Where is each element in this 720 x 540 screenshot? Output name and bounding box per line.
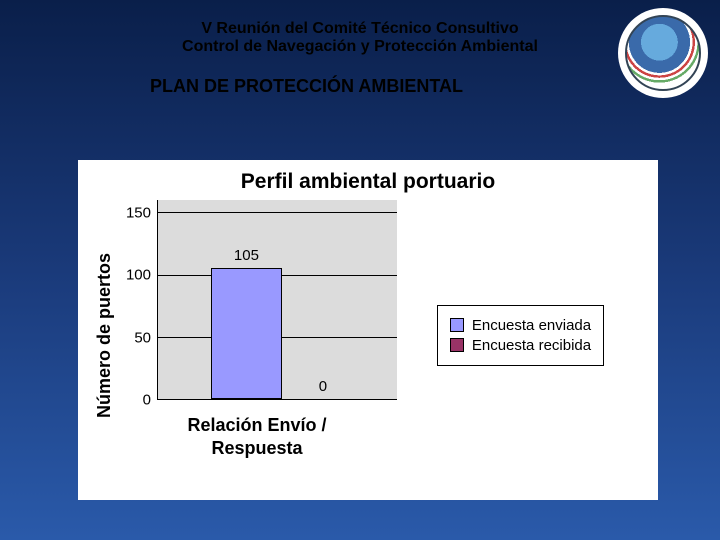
y-tick-label: 50 bbox=[134, 329, 151, 346]
chart-card: Perfil ambiental portuario Número de pue… bbox=[78, 160, 658, 500]
bar-value-label: 0 bbox=[319, 378, 327, 395]
legend-swatch bbox=[450, 338, 464, 352]
legend-item: Encuesta recibida bbox=[450, 337, 591, 354]
slide-header: V Reunión del Comité Técnico Consultivo … bbox=[0, 0, 720, 64]
x-axis-label-line1: Relación Envío / bbox=[187, 415, 326, 435]
slide-subtitle: PLAN DE PROTECCIÓN AMBIENTAL bbox=[0, 64, 720, 97]
y-axis-label: Número de puertos bbox=[92, 200, 117, 470]
legend-box: Encuesta enviada Encuesta recibida bbox=[437, 305, 604, 366]
bar-value-label: 105 bbox=[234, 247, 259, 264]
y-tick-label: 100 bbox=[126, 267, 151, 284]
plot-area: 105 0 bbox=[157, 200, 397, 400]
gridline bbox=[158, 212, 397, 213]
header-line2: Control de Navegación y Protección Ambie… bbox=[40, 38, 680, 56]
chart-body: Número de puertos 0 50 100 150 105 0 Relació… bbox=[92, 200, 644, 470]
x-axis-label-line2: Respuesta bbox=[211, 438, 302, 458]
x-axis-label: Relación Envío / Respuesta bbox=[117, 414, 397, 459]
y-tick-label: 150 bbox=[126, 204, 151, 221]
header-line1: V Reunión del Comité Técnico Consultivo bbox=[40, 20, 680, 38]
legend-label: Encuesta enviada bbox=[472, 317, 591, 334]
chart-title: Perfil ambiental portuario bbox=[92, 170, 644, 194]
org-logo bbox=[618, 8, 708, 98]
legend-container: Encuesta enviada Encuesta recibida bbox=[397, 200, 644, 470]
legend-item: Encuesta enviada bbox=[450, 317, 591, 334]
legend-swatch bbox=[450, 318, 464, 332]
org-logo-graphic bbox=[625, 15, 701, 91]
plot-column: 0 50 100 150 105 0 Relación Envío / Respuest… bbox=[117, 200, 397, 470]
legend-label: Encuesta recibida bbox=[472, 337, 591, 354]
plot-row: 0 50 100 150 105 0 bbox=[117, 200, 397, 400]
y-tick-label: 0 bbox=[143, 392, 151, 409]
bar bbox=[211, 268, 283, 399]
y-ticks: 050100150 bbox=[117, 200, 157, 400]
